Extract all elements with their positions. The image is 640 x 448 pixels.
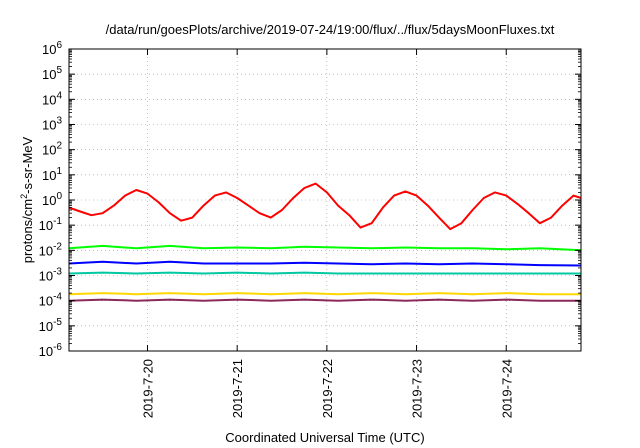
x-tick-label: 2019-7-20 xyxy=(140,359,155,418)
y-axis-label: protons/cm2-s-sr-MeV xyxy=(19,136,35,263)
series-line-2 xyxy=(68,244,582,252)
y-tick-label: 10-2 xyxy=(39,241,63,258)
y-tick-label: 10-4 xyxy=(39,292,63,309)
x-axis-label: Coordinated Universal Time (UTC) xyxy=(225,430,424,445)
series-line-3 xyxy=(68,260,582,267)
y-tick-label: 103 xyxy=(42,116,62,133)
x-axis: 2019-7-20 2019-7-21 2019-7-22 2019-7-23 2019… xyxy=(140,49,514,418)
y-tick-label: 102 xyxy=(42,141,62,158)
y-axis-label-sup: 2 xyxy=(19,194,29,199)
x-tick-label: 2019-7-24 xyxy=(499,359,514,418)
y-tick-label: 10-1 xyxy=(39,216,63,233)
y-tick-label: 104 xyxy=(42,90,62,107)
y-tick-label: 10-6 xyxy=(39,342,63,359)
y-axis: 10-6 10-5 10-4 10-3 10-2 10-1 100 101 102 103 104 1… xyxy=(39,40,581,359)
series-line-5 xyxy=(68,292,581,296)
series-line-4 xyxy=(68,271,581,275)
series-group xyxy=(68,182,582,302)
series-line-6 xyxy=(68,298,581,302)
x-tick-label: 2019-7-21 xyxy=(230,359,245,418)
y-tick-label: 10-5 xyxy=(39,317,63,334)
y-tick-label: 106 xyxy=(42,40,62,57)
y-tick-label: 100 xyxy=(42,191,62,208)
y-tick-label: 105 xyxy=(42,65,62,82)
x-tick-label: 2019-7-23 xyxy=(410,359,425,418)
x-tick-label: 2019-7-22 xyxy=(320,359,335,418)
y-tick-label: 101 xyxy=(42,166,62,183)
series-line-1 xyxy=(68,182,582,231)
y-axis-label-rest: -s-sr-MeV xyxy=(20,136,35,193)
chart-title: /data/run/goesPlots/archive/2019-07-24/1… xyxy=(106,22,555,37)
grid xyxy=(69,49,581,351)
y-tick-label: 10-3 xyxy=(39,267,63,284)
y-axis-label-main: protons/cm xyxy=(20,199,35,263)
